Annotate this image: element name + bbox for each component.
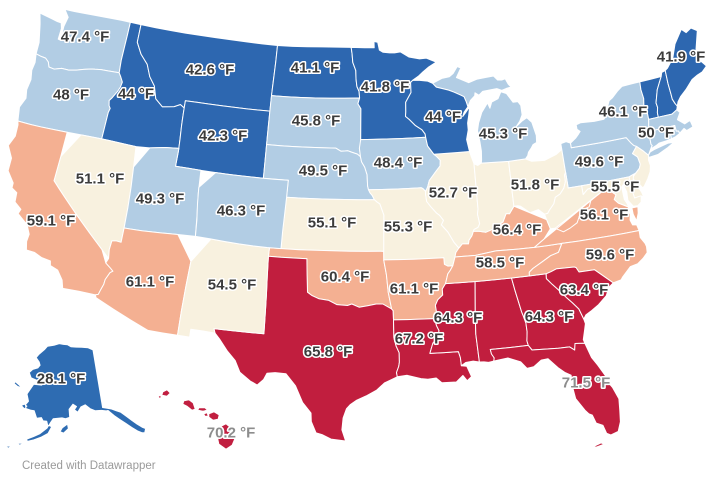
svg-text:41.8 °F: 41.8 °F: [361, 79, 410, 96]
svg-text:51.1 °F: 51.1 °F: [76, 171, 125, 188]
svg-text:56.1 °F: 56.1 °F: [580, 207, 629, 224]
svg-text:71.5 °F: 71.5 °F: [562, 375, 611, 392]
svg-text:51.8 °F: 51.8 °F: [511, 177, 560, 194]
svg-text:61.1 °F: 61.1 °F: [390, 281, 439, 298]
svg-text:64.3 °F: 64.3 °F: [525, 309, 574, 326]
svg-text:45.8 °F: 45.8 °F: [292, 113, 341, 130]
svg-text:63.4 °F: 63.4 °F: [560, 282, 609, 299]
svg-text:41.9 °F: 41.9 °F: [657, 49, 706, 66]
svg-text:42.3 °F: 42.3 °F: [199, 128, 248, 145]
svg-text:49.5 °F: 49.5 °F: [299, 163, 348, 180]
svg-text:45.3 °F: 45.3 °F: [479, 126, 528, 143]
svg-text:42.6 °F: 42.6 °F: [186, 62, 235, 79]
svg-text:41.1 °F: 41.1 °F: [291, 60, 340, 77]
svg-text:48 °F: 48 °F: [53, 87, 89, 104]
svg-text:55.1 °F: 55.1 °F: [308, 215, 357, 232]
svg-text:52.7 °F: 52.7 °F: [429, 185, 478, 202]
svg-text:55.5 °F: 55.5 °F: [591, 179, 640, 196]
svg-text:50 °F: 50 °F: [638, 125, 674, 142]
svg-text:70.2 °F: 70.2 °F: [207, 425, 256, 442]
svg-text:58.5 °F: 58.5 °F: [476, 255, 525, 272]
svg-text:44 °F: 44 °F: [118, 86, 154, 103]
svg-text:49.6 °F: 49.6 °F: [575, 154, 624, 171]
svg-text:56.4 °F: 56.4 °F: [493, 222, 542, 239]
svg-text:28.1 °F: 28.1 °F: [37, 371, 86, 388]
svg-text:67.2 °F: 67.2 °F: [395, 331, 444, 348]
svg-text:59.6 °F: 59.6 °F: [586, 247, 635, 264]
svg-text:49.3 °F: 49.3 °F: [136, 191, 185, 208]
svg-text:44 °F: 44 °F: [425, 109, 461, 126]
svg-text:48.4 °F: 48.4 °F: [374, 155, 423, 172]
svg-text:60.4 °F: 60.4 °F: [321, 269, 370, 286]
svg-text:46.1 °F: 46.1 °F: [599, 104, 648, 121]
svg-text:55.3 °F: 55.3 °F: [384, 219, 433, 236]
svg-text:64.3 °F: 64.3 °F: [434, 310, 483, 327]
svg-text:46.3 °F: 46.3 °F: [217, 203, 266, 220]
svg-text:47.4 °F: 47.4 °F: [61, 29, 110, 46]
svg-text:59.1 °F: 59.1 °F: [27, 213, 76, 230]
svg-text:54.5 °F: 54.5 °F: [208, 277, 257, 294]
svg-text:65.8 °F: 65.8 °F: [304, 344, 353, 361]
svg-text:61.1 °F: 61.1 °F: [126, 274, 175, 291]
